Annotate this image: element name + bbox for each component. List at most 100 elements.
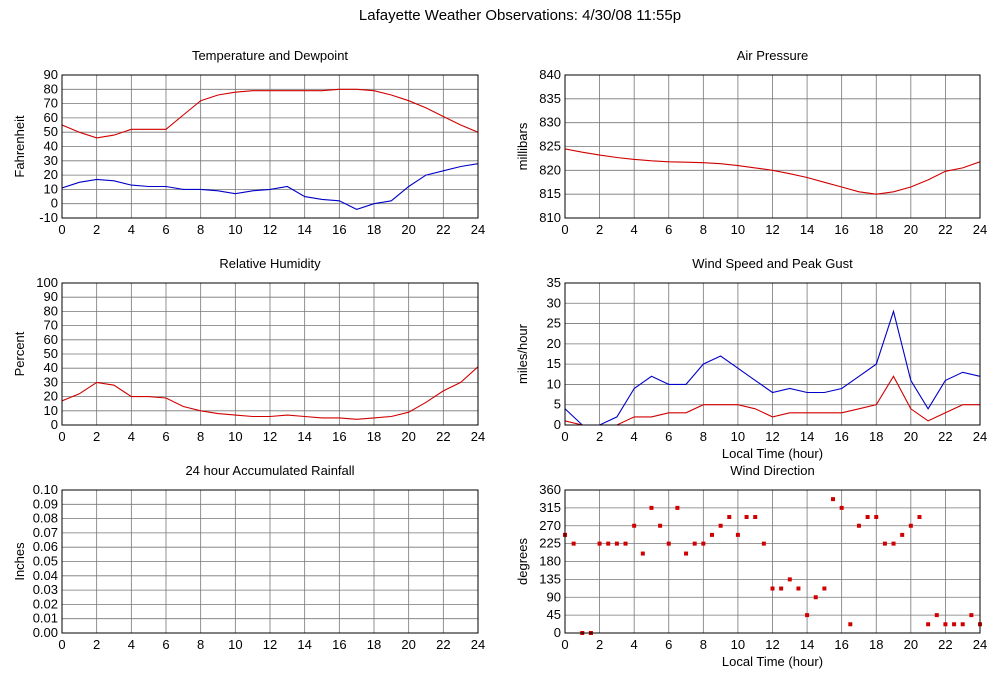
- x-tick-label: 8: [197, 429, 204, 444]
- y-tick-label: 80: [44, 303, 58, 318]
- x-tick-label: 6: [162, 637, 169, 652]
- y-tick-label: 0.04: [33, 568, 58, 583]
- panel: Air Pressuremillibars8108158208258308358…: [515, 48, 987, 237]
- x-tick-label: 20: [904, 222, 918, 237]
- x-tick-label: 16: [332, 222, 346, 237]
- x-tick-label: 0: [58, 429, 65, 444]
- plot-frame: [564, 282, 981, 426]
- y-tick-label: 80: [44, 81, 58, 96]
- x-tick-label: 10: [731, 222, 745, 237]
- x-tick-label: 2: [93, 429, 100, 444]
- y-axis-label: degrees: [515, 538, 530, 585]
- x-tick-label: 2: [93, 222, 100, 237]
- x-tick-label: 22: [436, 222, 450, 237]
- data-point: [666, 541, 671, 546]
- x-tick-label: 2: [596, 429, 603, 444]
- y-tick-label: 0: [554, 625, 561, 640]
- y-tick-label: 270: [539, 518, 561, 533]
- x-tick-label: 24: [471, 429, 485, 444]
- x-tick-label: 24: [471, 222, 485, 237]
- x-tick-label: 0: [561, 222, 568, 237]
- data-point: [926, 622, 931, 627]
- x-tick-label: 4: [128, 637, 135, 652]
- data-point: [571, 541, 576, 546]
- x-tick-label: 8: [700, 222, 707, 237]
- y-tick-label: 0.02: [33, 596, 58, 611]
- y-tick-label: 830: [539, 115, 561, 130]
- y-tick-label: 0.10: [33, 482, 58, 497]
- x-tick-label: 12: [765, 637, 779, 652]
- y-tick-label: 30: [547, 295, 561, 310]
- x-tick-label: 14: [800, 222, 814, 237]
- y-tick-label: 30: [44, 374, 58, 389]
- x-tick-label: 14: [297, 222, 311, 237]
- data-point: [744, 515, 749, 520]
- panel: Wind Speed and Peak Gust miles/hour Local …: [515, 256, 987, 461]
- x-tick-label: 12: [263, 637, 277, 652]
- y-tick-label: 0: [51, 196, 58, 211]
- data-point: [813, 595, 818, 600]
- x-tick-label: 0: [561, 637, 568, 652]
- data-point: [597, 541, 602, 546]
- x-tick-label: 10: [228, 222, 242, 237]
- x-tick-label: 8: [197, 222, 204, 237]
- x-tick-label: 6: [665, 222, 672, 237]
- y-tick-label: 50: [44, 346, 58, 361]
- data-point: [960, 622, 965, 627]
- x-tick-label: 18: [367, 637, 381, 652]
- data-point: [805, 613, 810, 618]
- x-tick-label: 22: [938, 222, 952, 237]
- data-point: [701, 541, 706, 546]
- x-tick-label: 18: [367, 222, 381, 237]
- y-tick-label: 315: [539, 500, 561, 515]
- data-point: [822, 586, 827, 591]
- x-tick-label: 4: [631, 429, 638, 444]
- y-tick-label: 20: [44, 167, 58, 182]
- data-line: [62, 88, 478, 139]
- data-point: [934, 613, 939, 618]
- x-tick-label: 0: [58, 222, 65, 237]
- y-tick-label: 50: [44, 124, 58, 139]
- panel: Relative HumidityPercent0102030405060708…: [12, 256, 485, 444]
- y-tick-label: 0.03: [33, 582, 58, 597]
- y-tick-label: 45: [547, 607, 561, 622]
- data-point: [891, 541, 896, 546]
- data-point: [649, 505, 654, 510]
- y-tick-label: 30: [44, 153, 58, 168]
- y-tick-label: 820: [539, 162, 561, 177]
- y-tick-label: 70: [44, 96, 58, 111]
- data-point: [623, 541, 628, 546]
- x-tick-label: 20: [401, 222, 415, 237]
- plot-frame: [564, 489, 981, 634]
- x-tick-label: 22: [436, 429, 450, 444]
- x-tick-label: 16: [834, 637, 848, 652]
- panel-title: Wind Speed and Peak Gust: [692, 256, 853, 271]
- x-tick-label: 22: [938, 429, 952, 444]
- x-tick-label: 20: [904, 637, 918, 652]
- y-tick-label: 180: [539, 554, 561, 569]
- data-point: [692, 541, 697, 546]
- data-point: [874, 515, 879, 520]
- x-tick-label: 22: [436, 637, 450, 652]
- y-tick-label: 10: [547, 376, 561, 391]
- panel-title: 24 hour Accumulated Rainfall: [185, 463, 354, 478]
- x-tick-label: 10: [228, 429, 242, 444]
- panel-title: Relative Humidity: [219, 256, 321, 271]
- y-tick-label: 10: [44, 181, 58, 196]
- x-tick-label: 18: [869, 222, 883, 237]
- plot-frame: [61, 74, 479, 219]
- data-point: [684, 551, 689, 556]
- data-point: [658, 523, 663, 528]
- y-tick-label: 360: [539, 482, 561, 497]
- data-point: [632, 523, 637, 528]
- y-tick-label: 5: [554, 397, 561, 412]
- data-point: [753, 515, 758, 520]
- x-axis-label: Local Time (hour): [722, 654, 823, 669]
- data-point: [943, 622, 948, 627]
- x-tick-label: 16: [332, 429, 346, 444]
- y-tick-label: 90: [44, 289, 58, 304]
- data-line: [62, 163, 478, 210]
